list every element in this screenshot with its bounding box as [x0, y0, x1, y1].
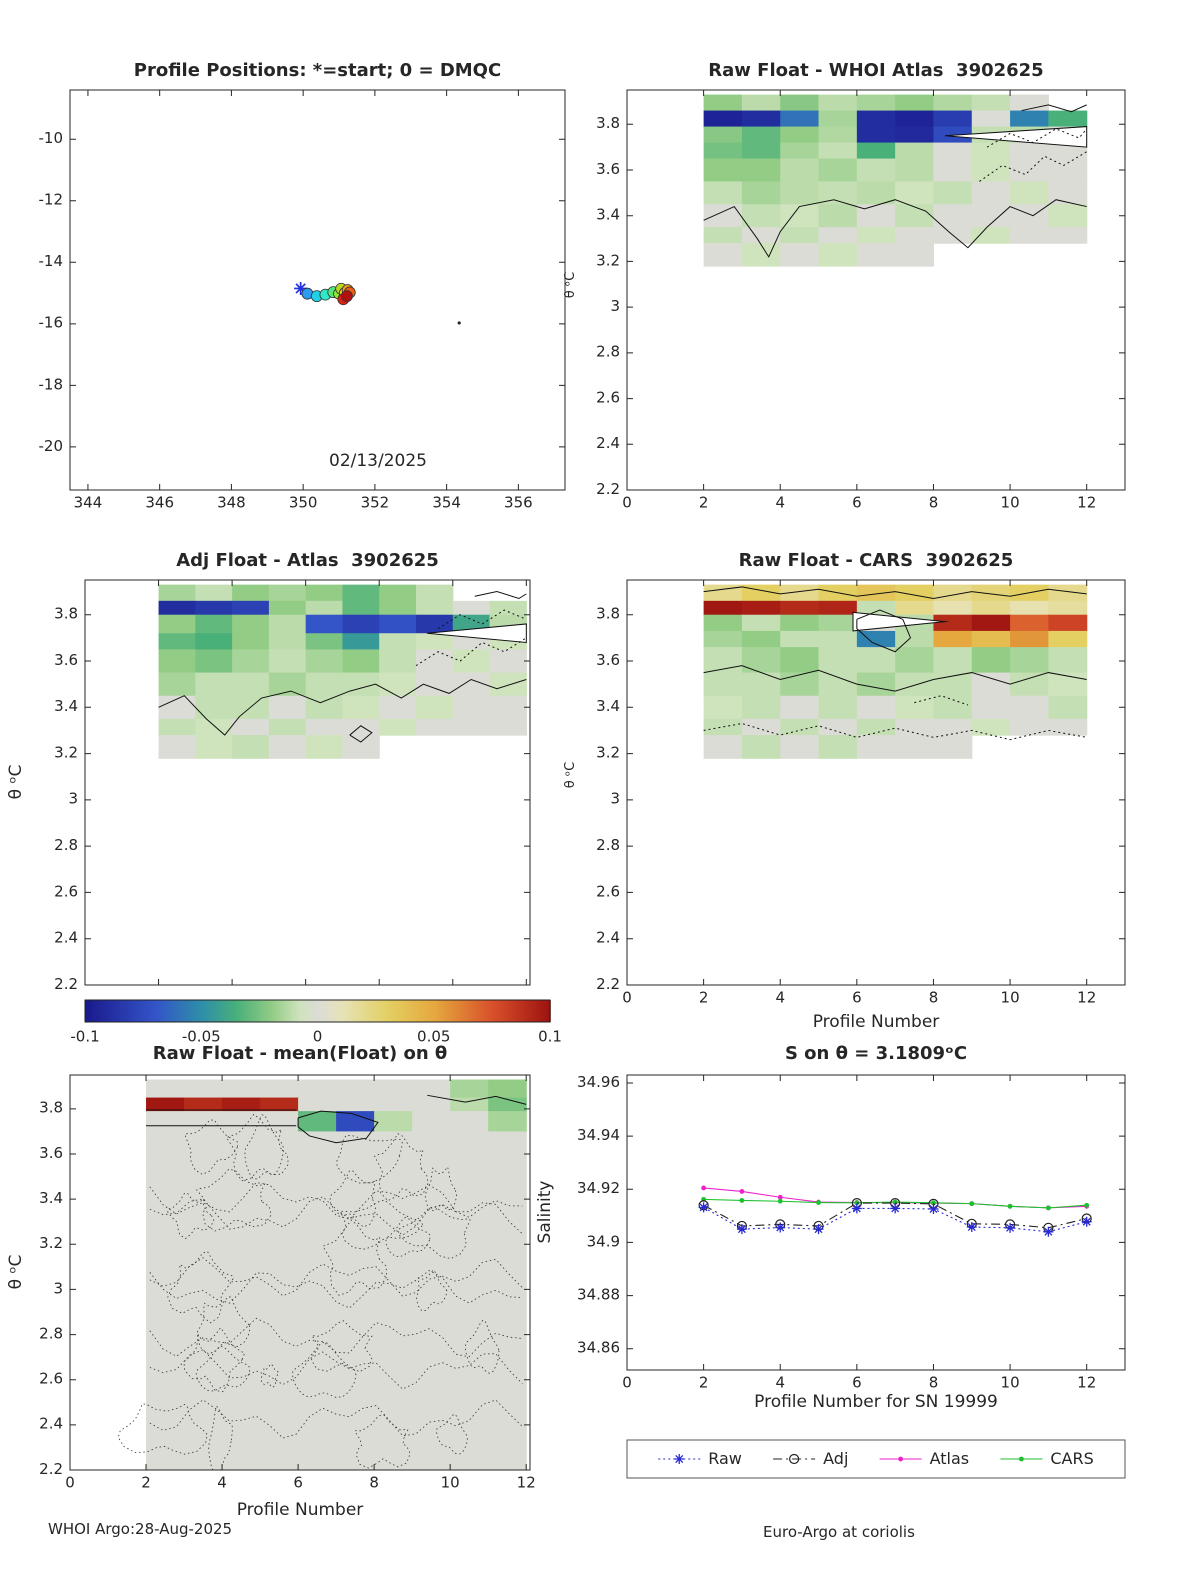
panel5-xlabel: Profile Number: [236, 1500, 364, 1520]
panel4-title: Raw Float - CARS 3902625: [738, 550, 1014, 571]
date-annotation: 02/13/2025: [329, 451, 427, 471]
footer-left: WHOI Argo:28-Aug-2025: [48, 1520, 233, 1538]
panel4-xlabel: Profile Number: [812, 1012, 940, 1032]
panel3-ylabel: θ ᵒC: [6, 764, 26, 800]
panel4-ylabel: θ ᵒC: [563, 761, 578, 789]
panel3-title: Adj Float - Atlas 3902625: [176, 550, 439, 571]
panel5-title: Raw Float - mean(Float) on θ: [152, 1043, 448, 1064]
panel6-xlabel: Profile Number for SN 19999: [754, 1392, 998, 1412]
panel6-ylabel: Salinity: [535, 1180, 555, 1244]
panel5-ylabel: θ ᵒC: [6, 1254, 26, 1290]
panel1-title: Profile Positions: *=start; 0 = DMQC: [133, 60, 502, 81]
footer-right: Euro-Argo at coriolis: [763, 1523, 915, 1541]
panel6-title: S on θ = 3.1809ᵒC: [784, 1043, 968, 1064]
panel2-ylabel: θ ᵒC: [563, 271, 578, 299]
panel2-title: Raw Float - WHOI Atlas 3902625: [708, 60, 1044, 81]
